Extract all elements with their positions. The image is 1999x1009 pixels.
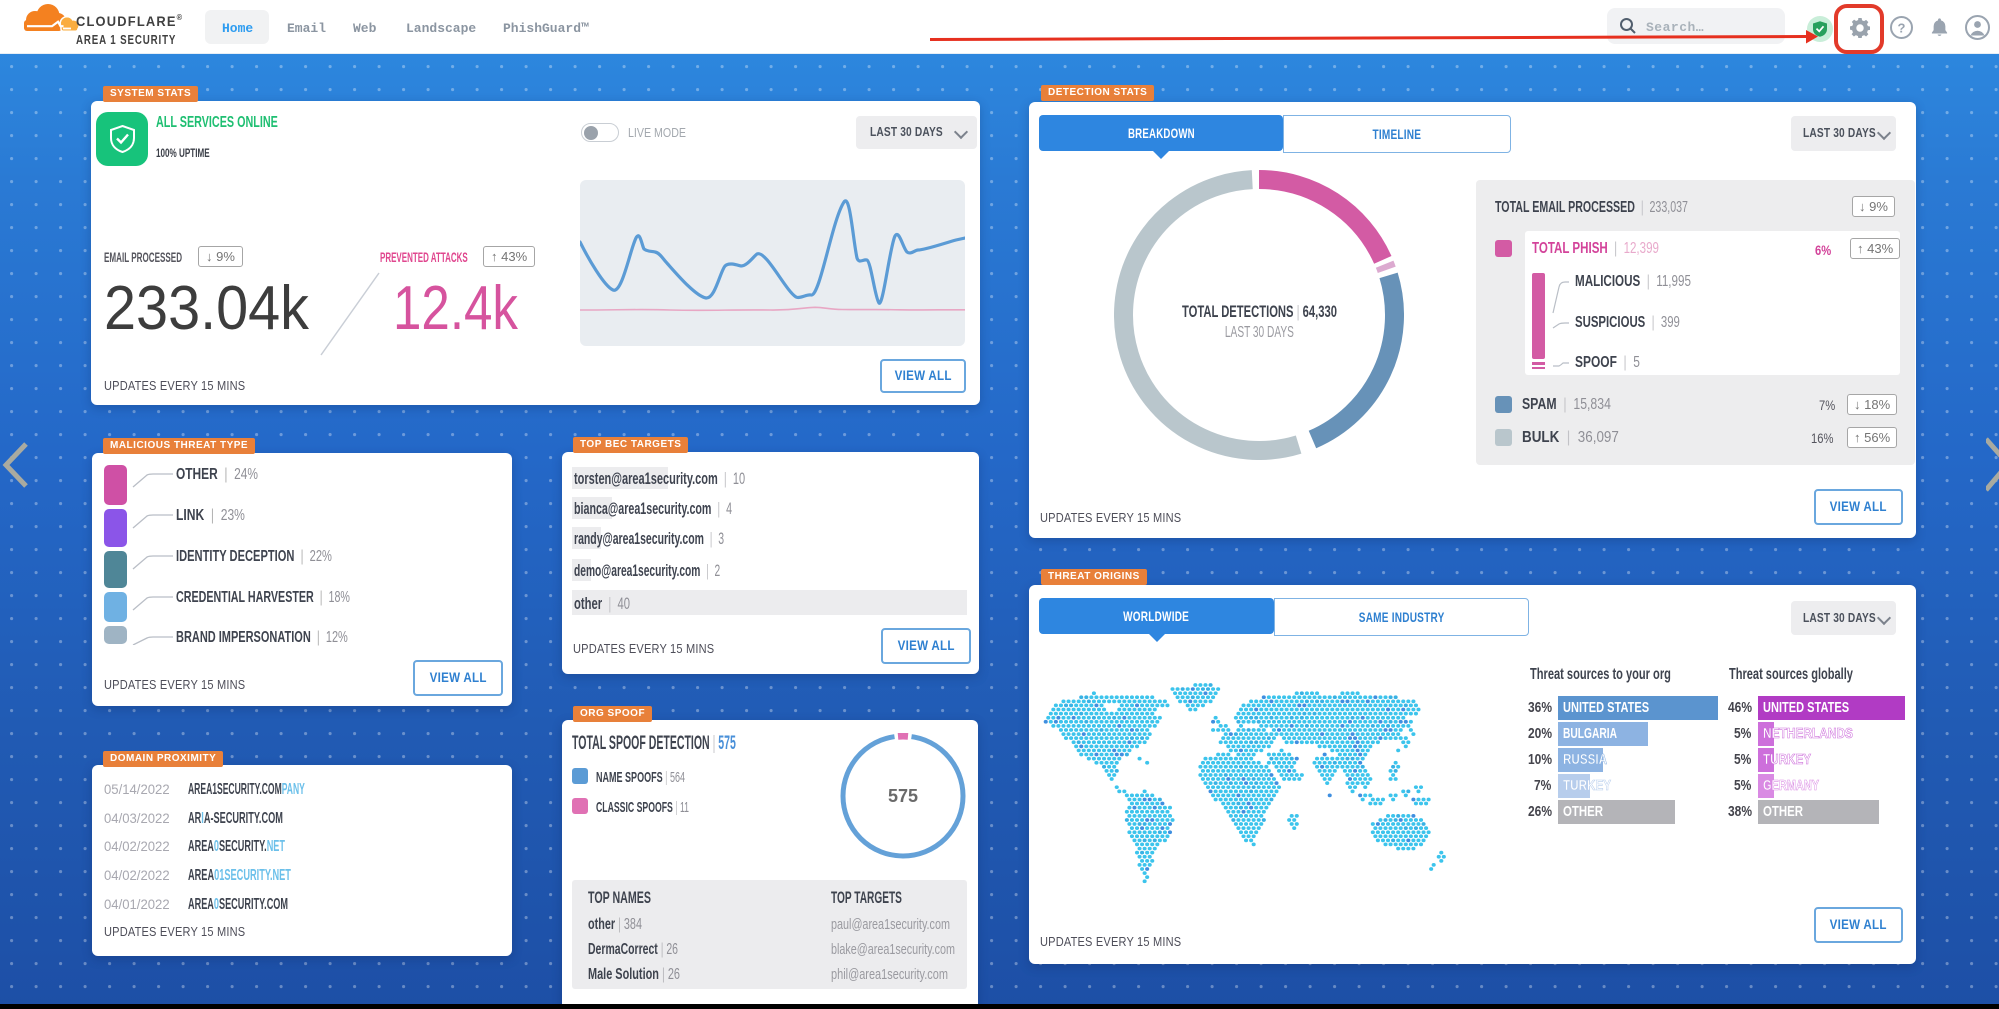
svg-text:?: ? <box>1898 21 1906 36</box>
svg-text:575: 575 <box>888 786 918 806</box>
